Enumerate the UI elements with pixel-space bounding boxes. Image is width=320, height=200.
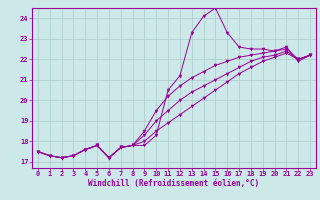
X-axis label: Windchill (Refroidissement éolien,°C): Windchill (Refroidissement éolien,°C) [88, 179, 260, 188]
